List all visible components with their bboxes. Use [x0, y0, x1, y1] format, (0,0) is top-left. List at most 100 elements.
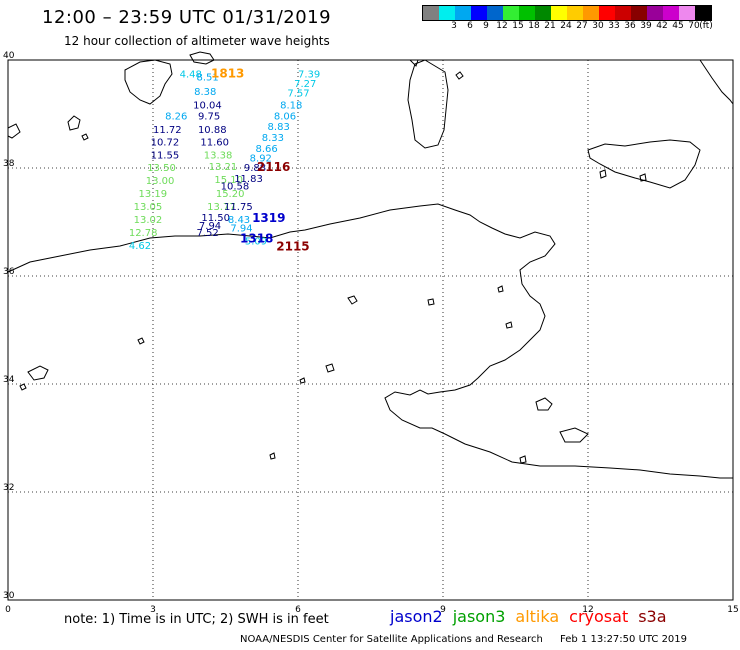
colorbar-tick-label: 39 — [640, 21, 652, 31]
islet-d — [269, 452, 276, 460]
menorca-island — [189, 51, 215, 65]
longitude-tick-label: 6 — [295, 605, 301, 615]
longitude-tick-label: 12 — [582, 605, 593, 615]
wave-height-label: 8.66 — [255, 144, 277, 155]
colorbar-tick-label: 36 — [624, 21, 636, 31]
colorbar-swatch — [455, 6, 471, 20]
colorbar-labels: 3 6 9 12 15 18 21 24 27 30 33 36 39 42 45 70 (ft) — [422, 21, 728, 33]
wave-height-label: 8.38 — [194, 87, 216, 98]
colorbar-tick-label: 18 — [528, 21, 540, 31]
wave-height-label: 7.52 — [197, 228, 219, 239]
legend-entry-cryosat: cryosat — [569, 607, 629, 626]
wave-height-label: 7.94 — [230, 224, 252, 235]
legend-entry-jason3: jason3 — [452, 607, 506, 626]
latitude-tick-label: 30 — [3, 591, 15, 601]
wave-height-label: 7.57 — [287, 89, 309, 100]
coastline-layer — [7, 51, 734, 479]
colorbar-tick-label: 9 — [483, 21, 489, 31]
legend-entry-jason2: jason2 — [390, 607, 443, 626]
wave-height-label: 11.83 — [234, 174, 263, 185]
wave-height-label: 8.26 — [165, 111, 187, 122]
colorbar-swatch — [599, 6, 615, 20]
small-island-5 — [497, 285, 504, 293]
colorbar-swatch — [567, 6, 583, 20]
formentera-island — [81, 133, 89, 141]
colorbar-unit-label: (ft) — [699, 21, 713, 31]
wave-height-label: 7.94 — [199, 221, 221, 232]
map-gridlines — [8, 60, 733, 600]
wave-height-label: 11.50 — [201, 213, 230, 224]
wave-height-label: 7.39 — [298, 69, 320, 80]
satellite-legend: jason2 jason3 altika cryosat s3a — [390, 607, 677, 626]
small-islet-left — [19, 383, 27, 391]
pass-time-label: 1813 — [211, 66, 244, 80]
longitude-tick-label: 9 — [440, 605, 446, 615]
corsica-island — [408, 59, 419, 67]
wave-height-label: 8.51 — [197, 73, 219, 84]
colorbar-swatch — [423, 6, 439, 20]
iberia-coastline — [7, 123, 21, 139]
latitude-tick-label: 32 — [3, 483, 14, 493]
colorbar-tick-label: 30 — [592, 21, 604, 31]
small-island-3 — [639, 173, 647, 182]
wave-height-label: 10.58 — [221, 182, 250, 193]
wave-height-label: 15.20 — [216, 189, 245, 200]
italy-coastline — [699, 59, 734, 105]
wave-height-label: 12.78 — [129, 228, 158, 239]
longitude-tick-label: 15 — [727, 605, 738, 615]
wave-height-label: 11.75 — [224, 202, 253, 213]
colorbar-tick-label: 24 — [560, 21, 572, 31]
longitude-tick-label: 3 — [150, 605, 156, 615]
wave-height-label: 13.50 — [147, 163, 176, 174]
colorbar-swatch — [615, 6, 631, 20]
colorbar-swatch — [551, 6, 567, 20]
wave-height-label: 13.77 — [207, 202, 236, 213]
wave-height-label: 4.62 — [129, 241, 151, 252]
colorbar-swatch — [519, 6, 535, 20]
pass-time-label: 2116 — [257, 160, 290, 174]
small-island-4 — [427, 298, 435, 306]
small-island-2 — [599, 169, 607, 179]
colorbar-swatch — [679, 6, 695, 20]
islet-c — [299, 377, 306, 384]
islet-a — [137, 337, 145, 345]
colorbar-tick-label: 42 — [656, 21, 668, 31]
longitude-tick-label: 0 — [5, 605, 11, 615]
map-subtitle: 12 hour collection of altimeter wave hei… — [64, 34, 330, 48]
wave-height-label: 10.88 — [198, 125, 227, 136]
kerkennah-island — [535, 397, 553, 411]
wave-height-label: 8.06 — [274, 111, 296, 122]
wave-height-label: 8.43 — [228, 215, 250, 226]
units-note: note: 1) Time is in UTC; 2) SWH is in fe… — [64, 612, 329, 627]
islet-e — [519, 455, 527, 464]
colorbar-tick-label: 45 — [672, 21, 684, 31]
wave-height-label: 15.10 — [214, 175, 243, 186]
colorbar-swatch — [487, 6, 503, 20]
colorbar-swatch — [695, 6, 711, 20]
wave-height-label: 7.27 — [294, 79, 316, 90]
pass-time-label: 1318 — [240, 232, 273, 246]
north-africa-coastline — [7, 203, 733, 479]
ibiza-island — [67, 115, 81, 131]
latitude-tick-label: 40 — [3, 51, 15, 61]
wave-height-label: 9.75 — [198, 111, 220, 122]
wave-height-label: 5.09 — [245, 237, 267, 248]
wave-height-label: 13.21 — [209, 162, 238, 173]
wave-height-label: 8.33 — [262, 133, 284, 144]
colorbar-swatch — [471, 6, 487, 20]
colorbar-tick-label: 21 — [544, 21, 556, 31]
latitude-tick-label: 38 — [3, 159, 15, 169]
colorbar-tick-label: 15 — [512, 21, 524, 31]
map-frame — [7, 59, 734, 601]
colorbar-tick-label: 3 — [451, 21, 457, 31]
colorbar-swatch — [535, 6, 551, 20]
wave-height-label: 13.05 — [134, 202, 163, 213]
alboran-islet — [27, 365, 49, 381]
colorbar-swatch — [439, 6, 455, 20]
sardinia-island — [407, 59, 449, 149]
colorbar-tick-label: 6 — [467, 21, 473, 31]
wave-height-label: 11.60 — [200, 137, 229, 148]
generation-timestamp: Feb 1 13:27:50 UTC 2019 — [560, 634, 688, 645]
